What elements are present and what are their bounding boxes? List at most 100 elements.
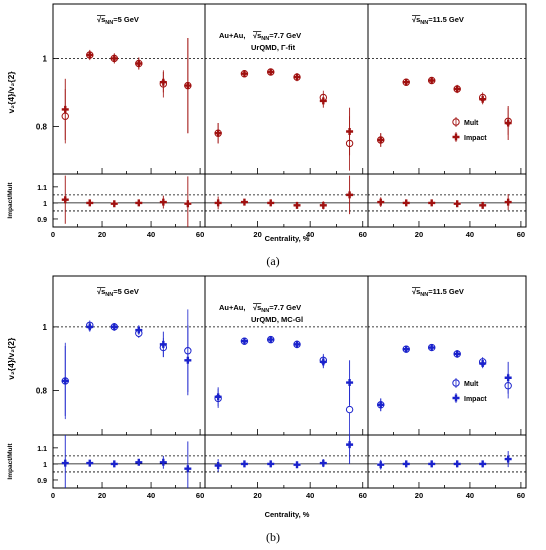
energy-label: √sNN=11.5 GeV [412,15,464,26]
bottom-frame [204,173,369,228]
ratio-point [479,460,487,468]
impact-point [86,323,94,331]
bottom-frame [367,173,527,228]
ratio-point [61,196,69,204]
y-tick-label-top: 1 [43,323,48,332]
x-axis-title: Centrality, % [265,510,310,519]
ratio-point [214,199,222,207]
ratio-point [402,199,410,207]
impact-point [135,326,143,334]
sqrt-snn-sub: NN [261,36,269,42]
impact-point [267,68,275,76]
y-axis-title-bottom: Impact/Mult [7,443,14,480]
impact-point [377,401,385,409]
impact-point [453,85,461,93]
sqrt-snn-sub: NN [261,308,269,314]
legend-impact-label: Impact [464,396,487,403]
x-tick-label: 20 [415,230,423,239]
ratio-point [135,199,143,207]
impact-point [214,129,222,137]
y-tick-label-bottom: 1.1 [37,185,47,192]
energy-label: √sNN=11.5 GeV [412,287,464,298]
panel-b-2: √sNN=11.5 GeV Mult Impact [367,275,527,489]
ratio-point [184,465,192,473]
top-frame [52,3,206,175]
model-label: UrQMD, MC-Gl [251,315,303,324]
figure-label-a: (a) [266,254,280,268]
x-tick-label: 40 [306,491,314,500]
model-label: UrQMD, Γ-fit [251,43,296,52]
impact-point [61,105,69,113]
impact-point [377,136,385,144]
ratio-point [86,199,94,207]
ratio-point [319,201,327,209]
impact-point [428,344,436,352]
y-tick-label-top: 0.8 [36,386,48,395]
ratio-point [377,461,385,469]
impact-point [267,336,275,344]
ratio-point [453,460,461,468]
impact-point [86,51,94,59]
impact-point [428,77,436,85]
energy-label: √sNN=7.7 GeV [253,31,301,42]
impact-point [402,345,410,353]
system-label: Au+Au, [219,31,245,40]
y-axis-title-bottom: Impact/Mult [7,182,14,219]
sqrt-snn-sub: NN [105,20,113,26]
x-tick-label: 40 [147,230,155,239]
sqrt-snn: √s [97,15,105,24]
ratio-point [240,198,248,206]
ratio-point [377,198,385,206]
impact-point [110,54,118,62]
panel-b-0: √sNN=5 GeV [52,275,206,489]
impact-point [479,359,487,367]
x-tick-label: 60 [359,230,367,239]
ratio-point [504,455,512,463]
y-tick-label-bottom: 1 [43,201,47,208]
y-axis-title-top: v₂{4}/v₂{2} [6,337,16,380]
figure-label-b: (b) [266,530,280,544]
x-tick-label: 20 [98,491,106,500]
ratio-point [110,460,118,468]
impact-point [61,377,69,385]
y-tick-label-top: 0.8 [36,122,48,131]
ratio-point [61,459,69,467]
impact-point [346,128,354,135]
top-frame [52,275,206,436]
impact-point [504,119,512,127]
ratio-point [267,460,275,468]
top-frame [204,3,369,175]
energy-label: √sNN=5 GeV [97,287,139,298]
legend-impact-label: Impact [464,135,487,142]
panel-b-1: √sNN=7.7 GeV Au+Au, UrQMD, MC-Gl [204,275,369,489]
y-axis-title-top: v₂{4}/v₂{2} [6,71,16,114]
energy-value: =7.7 GeV [269,303,301,312]
ratio-point [428,460,436,468]
impact-point [159,78,167,86]
ratio-point [110,200,118,208]
ratio-point [184,200,192,208]
x-tick-label: 0 [51,491,55,500]
legend-mult-label: Mult [464,120,479,127]
x-tick-label: 20 [98,230,106,239]
ratio-point [267,199,275,207]
impact-point [184,82,192,90]
impact-point [135,60,143,67]
x-tick-label: 60 [359,491,367,500]
impact-point [159,340,167,348]
ratio-point [319,459,327,467]
legend-mult-label: Mult [464,381,479,388]
x-axis-title: Centrality, % [265,234,310,243]
ratio-point [293,461,301,469]
x-tick-label: 60 [517,230,525,239]
energy-value: =11.5 GeV [428,287,464,296]
y-tick-label-bottom: 1.1 [37,446,47,453]
ratio-point [214,462,222,470]
x-tick-label: 20 [253,230,261,239]
ratio-point [346,441,354,449]
ratio-point [504,198,512,206]
energy-value: =5 GeV [113,15,139,24]
y-tick-label-top: 1 [43,54,48,63]
